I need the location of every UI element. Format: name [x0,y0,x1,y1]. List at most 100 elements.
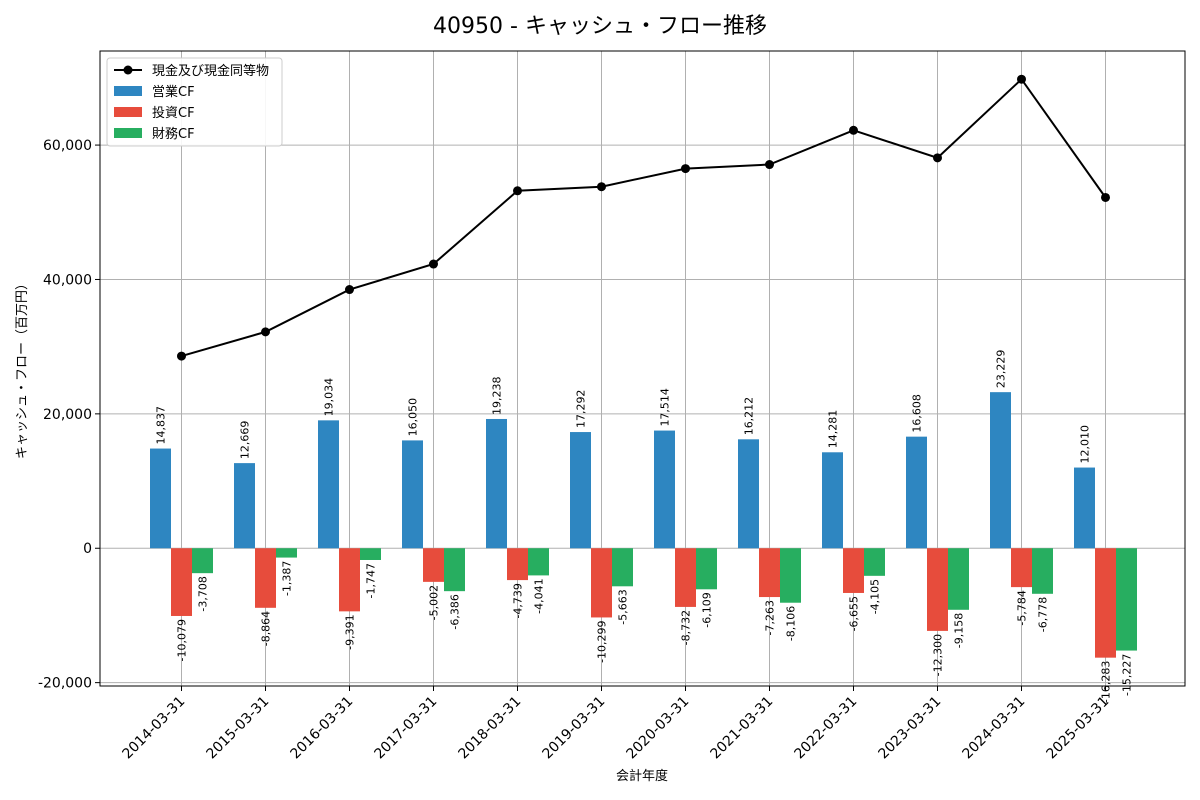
bar-financing [948,548,969,610]
y-tick-label: 60,000 [43,138,92,154]
cash-point [933,153,942,163]
legend-marker [123,65,133,75]
data-label: -9,158 [953,613,966,648]
x-tick-label: 2019-03-31 [539,694,608,763]
legend-swatch [114,128,142,138]
data-label: -4,739 [512,583,525,618]
data-label: 19,238 [491,376,504,415]
data-label: 23,229 [995,350,1008,389]
data-label: 12,010 [1079,425,1092,464]
data-label: -5,784 [1016,590,1029,625]
data-label: -12,300 [932,634,945,676]
cash-point [261,327,270,337]
cash-point [177,351,186,361]
bar-operating [570,432,591,549]
data-label: 14,281 [827,410,840,449]
bar-operating [738,439,759,549]
bar-operating [402,440,423,549]
bar-investing [843,548,864,593]
legend-label: 現金及び現金同等物 [152,63,269,79]
legend-label: 投資CF [152,105,195,121]
x-tick-label: 2022-03-31 [791,694,860,763]
x-tick-label: 2017-03-31 [371,694,440,763]
data-label: -10,299 [596,620,609,662]
data-label: -6,386 [449,594,462,629]
cash-point [1017,74,1026,84]
data-label: -1,747 [365,563,378,598]
bar-operating [486,418,507,549]
bar-financing [276,548,297,558]
legend-label: 営業CF [152,84,195,100]
bar-financing [696,548,717,590]
chart-title: 40950 - キャッシュ・フロー推移 [433,14,767,39]
x-tick-label: 2024-03-31 [959,694,1028,763]
x-tick-label: 2014-03-31 [119,694,188,763]
bar-financing [864,548,885,576]
data-label: -8,732 [680,610,693,645]
data-label: -5,002 [428,585,441,620]
cash-point [513,186,522,196]
data-label: 17,514 [659,388,672,427]
y-tick-label: 0 [83,541,92,557]
plot-frame [99,50,1186,687]
bar-financing [360,548,381,560]
legend-swatch [114,107,142,117]
bar-financing [1032,548,1053,594]
cash-line-path [181,77,1107,358]
data-label: -1,387 [281,561,294,596]
x-tick-label: 2020-03-31 [623,694,692,763]
data-label: 19,034 [323,378,336,417]
bar-investing [255,548,276,608]
cash-point [1101,192,1110,202]
bar-financing [444,548,465,592]
cash-point [849,125,858,135]
bar-operating [150,448,171,549]
bar-investing [591,548,612,618]
cash-point [597,182,606,192]
data-label: -9,391 [344,614,357,649]
data-label: -4,105 [869,579,882,614]
data-label: -8,106 [785,606,798,641]
cash-point [429,259,438,269]
bar-operating [318,420,339,549]
data-label: -3,708 [197,576,210,611]
y-tick-label: -20,000 [38,676,92,692]
bars [150,392,1137,658]
bar-investing [1011,548,1032,588]
data-label: -8,864 [260,611,273,646]
data-label: 14,837 [155,406,168,445]
bar-investing [423,548,444,582]
bar-financing [780,548,801,603]
data-label: -6,778 [1037,597,1050,632]
data-label: -15,227 [1121,654,1134,696]
data-label: 16,212 [743,397,756,436]
bar-investing [675,548,696,607]
data-label: -6,655 [848,596,861,631]
bar-operating [234,463,255,549]
data-label: -4,041 [533,578,546,613]
data-label: 16,050 [407,398,420,437]
data-labels: 14,837 12,669 19,034 16,050 19,238 17,292 17,5… [155,350,1134,703]
bar-financing [612,548,633,587]
bar-investing [507,548,528,581]
y-axis-label: キャッシュ・フロー（百万円） [15,277,30,459]
legend-box [106,57,283,147]
data-label: 17,292 [575,390,588,429]
x-tick-label: 2025-03-31 [1043,694,1112,763]
bar-operating [906,436,927,549]
bar-financing [192,548,213,574]
cash-point [765,160,774,170]
data-label: -6,109 [701,592,714,627]
bar-operating [1074,467,1095,549]
x-tick-label: 2023-03-31 [875,694,944,763]
bar-investing [171,548,192,616]
x-tick-label: 2015-03-31 [203,694,272,763]
data-label: -10,079 [176,619,189,661]
y-tick-label: 40,000 [43,272,92,288]
y-tick-label: 20,000 [43,407,92,423]
x-axis-label: 会計年度 [616,768,668,784]
bar-financing [1116,548,1137,651]
data-label: 16,608 [911,394,924,433]
